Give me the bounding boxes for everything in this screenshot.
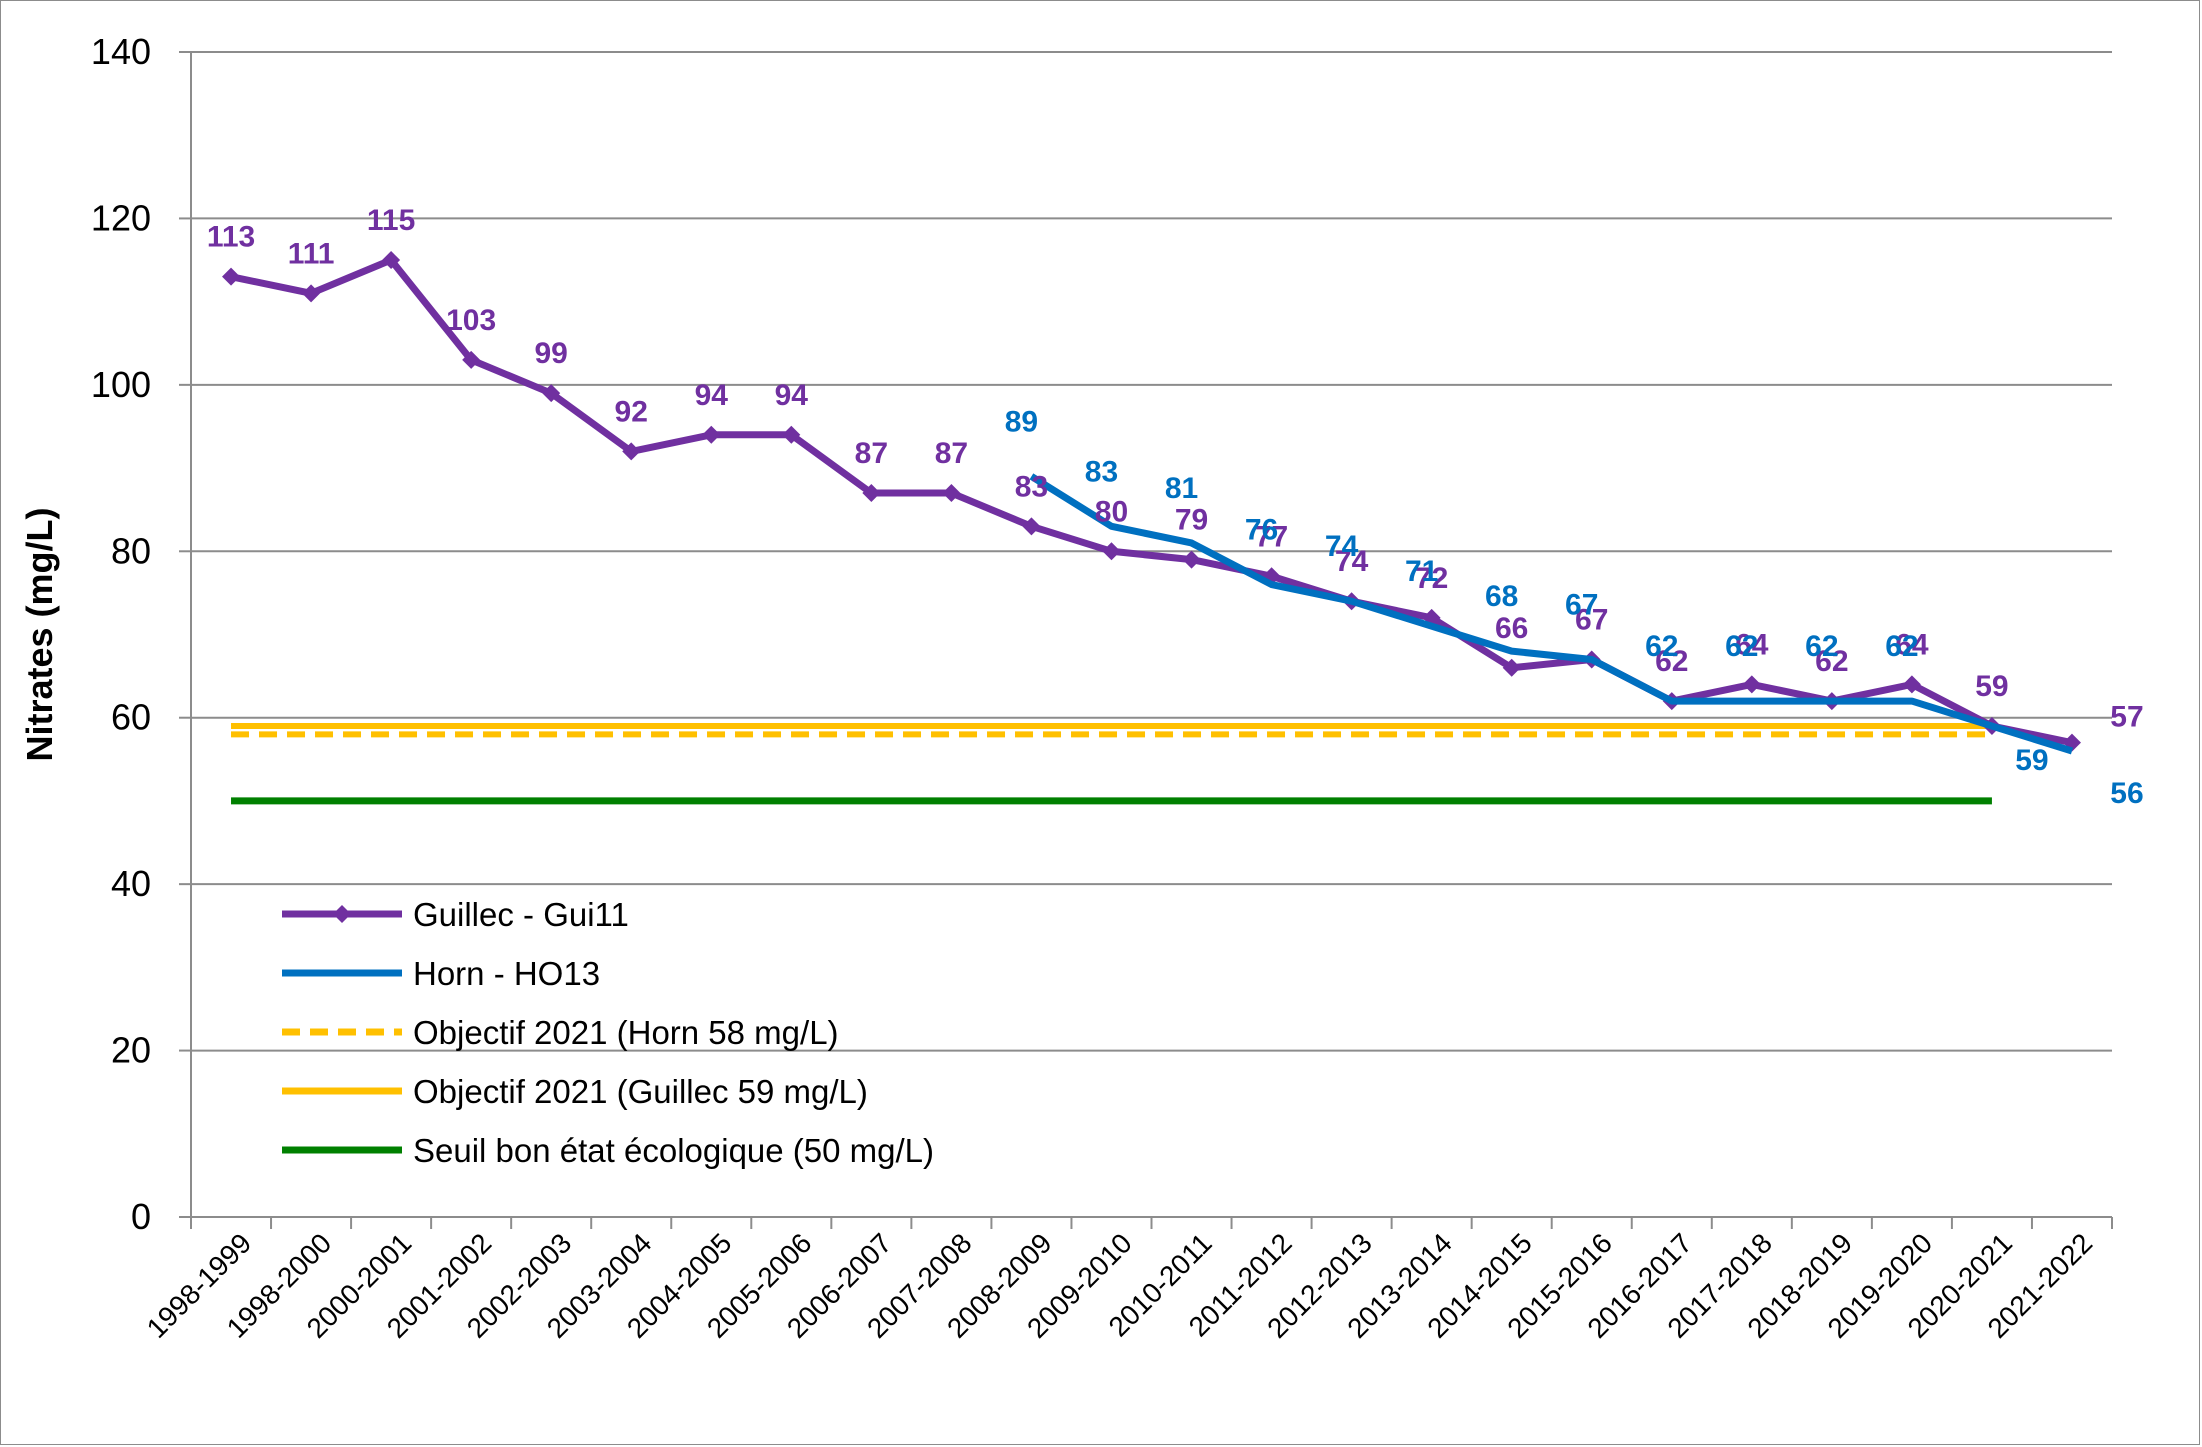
horn-data-label: 83 (1085, 455, 1118, 488)
guillec-data-label: 64 (1895, 628, 1929, 661)
horn-data-label: 62 (1885, 630, 1918, 663)
guillec-data-label: 83 (1015, 470, 1048, 503)
guillec-point (542, 384, 561, 403)
guillec-data-label: 59 (1975, 670, 2008, 703)
horn-data-label: 71 (1405, 555, 1438, 588)
data-series (222, 251, 2081, 755)
y-tick-label: 140 (91, 31, 151, 72)
guillec-data-label: 64 (1735, 628, 1769, 661)
guillec-point (1182, 550, 1201, 569)
guillec-data-label: 80 (1095, 495, 1128, 528)
horn-data-label: 76 (1245, 514, 1278, 547)
legend-label: Seuil bon état écologique (50 mg/L) (413, 1132, 934, 1169)
y-tick-label: 80 (111, 530, 151, 571)
guillec-point (382, 251, 401, 270)
guillec-point (1102, 542, 1121, 561)
guillec-data-label: 87 (855, 437, 888, 470)
horn-data-label: 68 (1485, 580, 1518, 613)
axes (179, 51, 2113, 1229)
y-tick-label: 20 (111, 1030, 151, 1071)
reference-lines (231, 723, 1992, 805)
guillec-data-label: 94 (775, 379, 809, 412)
guillec-data-label: 57 (2110, 701, 2143, 734)
guillec-point (302, 284, 321, 303)
horn-data-label: 62 (1805, 630, 1838, 663)
guillec-data-label: 67 (1575, 603, 1608, 636)
guillec-data-label: 72 (1415, 562, 1448, 595)
guillec-data-label: 77 (1255, 520, 1288, 553)
horn-data-label: 56 (2110, 777, 2143, 810)
horn-data-label: 81 (1165, 472, 1198, 505)
guillec-data-label: 62 (1815, 645, 1848, 678)
guillec-point (1902, 675, 1921, 694)
guillec-point (222, 267, 241, 286)
horn-data-label: 62 (1725, 630, 1758, 663)
y-tick-labels: 0 20 40 60 80 100 120 140 (91, 31, 151, 1237)
legend-label: Objectif 2021 (Guillec 59 mg/L) (413, 1073, 868, 1110)
guillec-data-label: 92 (615, 395, 648, 428)
horn-data-label: 67 (1565, 588, 1598, 621)
guillec-data-label: 74 (1335, 545, 1369, 578)
guillec-point (782, 425, 801, 444)
guillec-series-line (230, 256, 2073, 747)
legend: Guillec - Gui11 Horn - HO13 Objectif 2021 … (282, 896, 934, 1169)
guillec-data-label: 115 (367, 204, 415, 237)
guillec-data-label: 99 (535, 337, 568, 370)
guillec-point (622, 442, 641, 461)
horn-data-label: 62 (1645, 630, 1678, 663)
horn-data-label: 74 (1325, 530, 1359, 563)
guillec-data-label: 62 (1655, 645, 1688, 678)
y-tick-label: 100 (91, 364, 151, 405)
legend-label: Objectif 2021 (Horn 58 mg/L) (413, 1014, 839, 1051)
y-tick-label: 120 (91, 197, 151, 238)
gridlines (191, 51, 2112, 1052)
legend-marker (333, 905, 351, 923)
guillec-point (1502, 658, 1521, 677)
guillec-point (1022, 517, 1041, 536)
legend-label: Horn - HO13 (413, 955, 600, 992)
guillec-point (862, 484, 881, 503)
y-tick-label: 40 (111, 863, 151, 904)
y-axis-label: Nitrates (mg/L) (19, 507, 60, 761)
guillec-data-label: 87 (935, 437, 968, 470)
guillec-data-label: 79 (1175, 504, 1208, 537)
guillec-point (942, 484, 961, 503)
y-tick-label: 60 (111, 697, 151, 738)
guillec-data-label: 66 (1495, 612, 1528, 645)
horn-data-label: 59 (2015, 744, 2048, 777)
guillec-point (1742, 675, 1761, 694)
legend-label: Guillec - Gui11 (413, 896, 629, 933)
guillec-data-label: 103 (446, 304, 496, 337)
guillec-point (462, 350, 481, 369)
data-labels: 113 111 115 103 99 92 94 94 87 87 83 80 79 77 74 72 66 67… (207, 204, 2144, 810)
horn-data-label: 89 (1005, 405, 1038, 438)
y-tick-label: 0 (131, 1196, 151, 1237)
guillec-data-label: 94 (695, 379, 729, 412)
x-tick-labels: 1998-19991998-20002000-20012001-20022002… (141, 1227, 2099, 1344)
horn-series-line (1029, 473, 2074, 755)
guillec-data-label: 113 (207, 221, 255, 254)
guillec-data-label: 111 (288, 237, 335, 270)
guillec-point (702, 425, 721, 444)
